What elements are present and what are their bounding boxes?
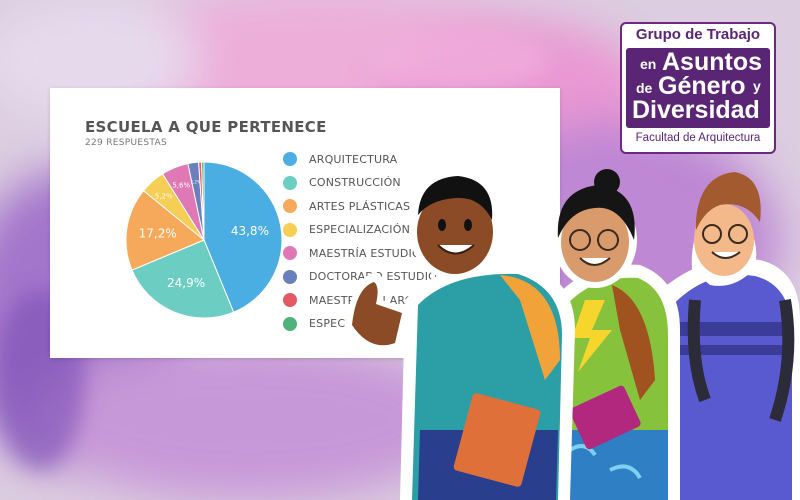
legend-item-4: MAESTRÍA ESTUDIO — [283, 244, 421, 262]
legend-swatch-7 — [283, 316, 297, 331]
pie-data-label-2: 17,2% — [139, 226, 177, 240]
legend-label-0: ARQUITECTURA — [309, 152, 398, 166]
logo-word-genero: Género — [658, 72, 746, 100]
pie-data-label-1: 24,9% — [167, 276, 205, 290]
legend-swatch-1 — [283, 175, 297, 190]
logo-word-en: en — [640, 56, 657, 72]
legend-swatch-4 — [283, 246, 297, 260]
legend-swatch-3 — [283, 222, 297, 237]
student-middle-illustration — [540, 169, 680, 500]
logo-top-text: Grupo de Trabajo — [635, 26, 761, 43]
legend-item-3: ESPECIALIZACIÓN R — [283, 221, 422, 239]
group-logo: Grupo de Trabajo en Asuntos de Género y … — [620, 22, 776, 154]
legend-swatch-5 — [283, 269, 297, 284]
legend-item-1: CONSTRUCCIÓN — [283, 174, 401, 192]
legend-label-2: ARTES PLÁSTICAS — [309, 199, 411, 213]
logo-word-y: y — [753, 78, 761, 94]
legend-item-2: ARTES PLÁSTICAS — [283, 197, 410, 215]
legend-item-0: ARQUITECTURA — [283, 150, 397, 168]
logo-word-asuntos: Asuntos — [662, 48, 762, 76]
pie-data-label-3: 5,2% — [155, 192, 173, 200]
pie-data-label-5: 2,2% — [191, 180, 201, 185]
logo-word-de: de — [636, 80, 653, 96]
legend-label-3: ESPECIALIZACIÓN R — [309, 223, 422, 236]
pie-data-label-4: 5,6% — [172, 182, 190, 190]
legend-swatch-2 — [283, 199, 297, 213]
legend-swatch-0 — [283, 152, 297, 166]
pie-slice-7 — [201, 161, 205, 241]
logo-word-diversidad: Diversidad — [632, 96, 760, 124]
logo-title-box: en Asuntos de Género y Diversidad — [626, 48, 770, 128]
legend-swatch-6 — [283, 293, 297, 307]
logo-bottom-text: Facultad de Arquitectura — [635, 132, 761, 144]
pie-slice-0 — [203, 161, 283, 313]
pie-data-label-0: 43,8% — [231, 224, 269, 238]
chart-subtitle: 229 RESPUESTAS — [85, 138, 167, 148]
legend-label-4: MAESTRÍA ESTUDIO — [309, 246, 421, 260]
student-left-illustration — [345, 176, 575, 500]
pie-chart: 43,8% 24,9% 17,2% 5,2% 5,6% 2,2% — [125, 161, 283, 319]
pie-slice-2 — [125, 189, 205, 271]
legend-label-1: CONSTRUCCIÓN — [309, 176, 401, 189]
chart-title: ESCUELA A QUE PERTENECE — [85, 118, 327, 136]
